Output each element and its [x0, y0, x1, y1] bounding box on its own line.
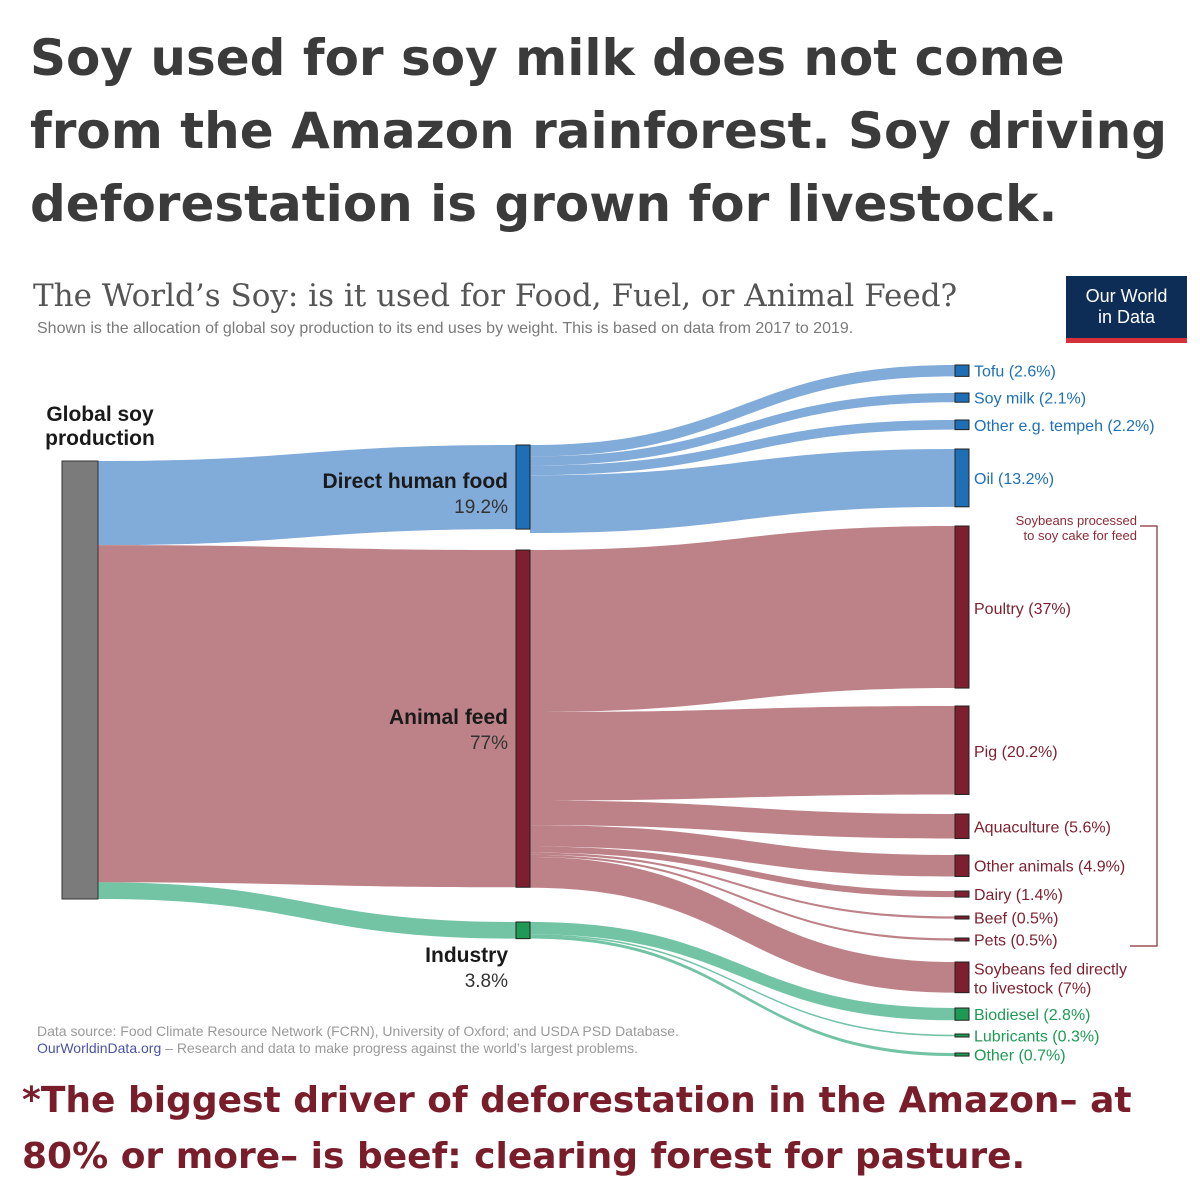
node-global-soy-production	[61, 460, 99, 900]
node-biodiesel	[954, 1007, 970, 1021]
end-label-aquaculture: Aquaculture (5.6%)	[974, 819, 1111, 836]
node-beef	[954, 915, 970, 920]
end-label-tofu: Tofu (2.6%)	[974, 364, 1056, 381]
end-label-other: Other (0.7%)	[974, 1048, 1066, 1065]
link-direct-human-food-to-soy-milk	[530, 393, 955, 466]
link-animal-feed-to-pets	[530, 854, 955, 941]
end-label-soybeans-fed-directly-to-livestock: Soybeans fed directly to livestock (7%)	[974, 961, 1127, 997]
footnote: *The biggest driver of deforestation in …	[22, 1080, 1132, 1177]
owid-logo: Our World in Data	[1066, 276, 1187, 343]
bracket-annotation-line: to soy cake for feed	[1024, 528, 1137, 543]
end-label-poultry: Poultry (37%)	[974, 601, 1071, 618]
node-soybeans-fed-directly-to-livestock	[954, 961, 970, 994]
source-line-2: OurWorldinData.org – Research and data t…	[37, 1040, 679, 1057]
node-aquaculture	[954, 813, 970, 840]
category-value-direct-human-food: 19.2%	[454, 497, 508, 518]
link-industry-to-lubricants	[530, 934, 955, 1037]
node-soy-milk	[954, 392, 970, 403]
end-label-line: Pig (20.2%)	[974, 744, 1058, 761]
node-pets	[954, 937, 970, 942]
end-label-other-animals: Other animals (4.9%)	[974, 859, 1125, 876]
category-value-industry: 3.8%	[465, 971, 508, 992]
link-direct-human-food-to-tofu	[530, 365, 955, 457]
link-source-to-industry	[98, 882, 516, 939]
node-animal-feed	[515, 549, 531, 888]
link-industry-to-other	[530, 935, 955, 1057]
source-label-line-1: Global soy	[46, 403, 154, 426]
node-other	[954, 1052, 970, 1057]
end-label-line: Other (0.7%)	[974, 1048, 1066, 1065]
end-label-soy-milk: Soy milk (2.1%)	[974, 391, 1086, 408]
chart-subtitle: Shown is the allocation of global soy pr…	[37, 320, 854, 337]
source-label-line-2: production	[45, 427, 155, 450]
end-label-pig: Pig (20.2%)	[974, 744, 1058, 761]
end-label-line: Aquaculture (5.6%)	[974, 819, 1111, 836]
sankey-links	[98, 365, 955, 1057]
end-label-line: Soy milk (2.1%)	[974, 391, 1086, 408]
node-pig	[954, 705, 970, 795]
end-label-line: Pets (0.5%)	[974, 933, 1058, 950]
link-animal-feed-to-beef	[530, 852, 955, 919]
source-note: Data source: Food Climate Resource Netwo…	[37, 1023, 679, 1057]
link-animal-feed-to-aquaculture	[530, 800, 955, 839]
end-label-line: to livestock (7%)	[974, 980, 1091, 997]
link-source-to-direct-human-food	[98, 445, 516, 546]
headline: Soy used for soy milk does not come from…	[30, 29, 1168, 233]
logo-line-1: Our World	[1085, 286, 1168, 306]
end-label-dairy: Dairy (1.4%)	[974, 887, 1063, 904]
category-label-direct-human-food: Direct human food	[322, 470, 508, 493]
bracket-annotation: Soybeans processed to soy cake for feed	[1016, 513, 1137, 543]
link-direct-human-food-to-other-e-g-tempeh	[530, 420, 955, 476]
end-label-line: Soybeans fed directly	[974, 961, 1127, 978]
link-animal-feed-to-dairy	[530, 846, 955, 898]
end-label-line: Beef (0.5%)	[974, 911, 1058, 928]
sankey-labels: Global soy production Direct human food 19.…	[45, 364, 1158, 1065]
node-other-animals	[954, 854, 970, 877]
end-label-line: Biodiesel (2.8%)	[974, 1007, 1091, 1024]
end-label-line: Other animals (4.9%)	[974, 859, 1125, 876]
link-source-to-animal-feed	[98, 545, 516, 888]
link-direct-human-food-to-oil	[530, 449, 955, 534]
end-label-beef: Beef (0.5%)	[974, 911, 1058, 928]
link-industry-to-biodiesel	[530, 922, 955, 1021]
node-dairy	[954, 890, 970, 898]
category-value-animal-feed: 77%	[470, 733, 508, 754]
bracket-annotation-line: Soybeans processed	[1016, 513, 1137, 528]
end-label-pets: Pets (0.5%)	[974, 933, 1058, 950]
node-lubricants	[954, 1033, 970, 1038]
category-label-industry: Industry	[425, 944, 508, 967]
node-industry	[515, 921, 531, 940]
end-label-line: Tofu (2.6%)	[974, 364, 1056, 381]
end-label-line: Lubricants (0.3%)	[974, 1029, 1099, 1046]
node-poultry	[954, 525, 970, 689]
category-label-animal-feed: Animal feed	[389, 706, 508, 729]
end-label-line: Oil (13.2%)	[974, 471, 1054, 488]
node-other-e-g-tempeh	[954, 419, 970, 431]
node-direct-human-food	[515, 444, 531, 530]
end-label-biodiesel: Biodiesel (2.8%)	[974, 1007, 1091, 1024]
logo-line-2: in Data	[1097, 307, 1156, 327]
node-oil	[954, 448, 970, 508]
end-label-lubricants: Lubricants (0.3%)	[974, 1029, 1099, 1046]
node-tofu	[954, 364, 970, 377]
end-label-oil: Oil (13.2%)	[974, 471, 1054, 488]
sankey-nodes	[61, 364, 970, 1057]
bracket-line	[1130, 525, 1158, 947]
owid-link[interactable]: OurWorldinData.org	[37, 1040, 162, 1056]
link-animal-feed-to-pig	[530, 706, 955, 801]
chart-title: The World’s Soy: is it used for Food, Fu…	[33, 278, 958, 314]
link-animal-feed-to-soybeans-fed-directly-to-livestock	[530, 857, 955, 993]
end-label-line: Other e.g. tempeh (2.2%)	[974, 418, 1155, 435]
end-label-line: Poultry (37%)	[974, 601, 1071, 618]
source-line-2-rest: – Research and data to make progress aga…	[161, 1040, 639, 1056]
source-line-1: Data source: Food Climate Resource Netwo…	[37, 1023, 679, 1039]
end-label-line: Dairy (1.4%)	[974, 887, 1063, 904]
source-label: Global soy production	[45, 403, 155, 450]
end-label-other-e-g-tempeh: Other e.g. tempeh (2.2%)	[974, 418, 1155, 435]
link-animal-feed-to-poultry	[530, 526, 955, 713]
link-animal-feed-to-other-animals	[530, 825, 955, 877]
